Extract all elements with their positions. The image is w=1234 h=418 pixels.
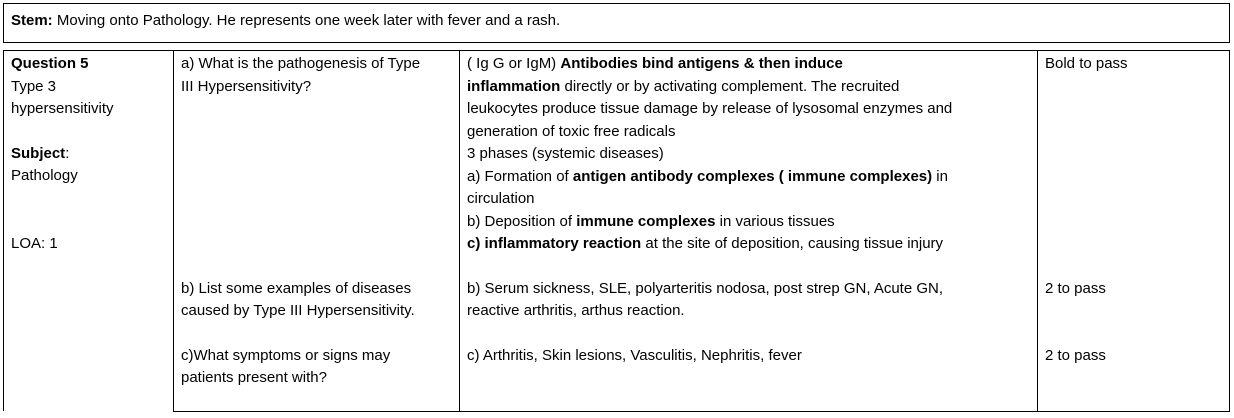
pass-c-cell: 2 to pass	[1036, 344, 1231, 412]
question-b-line-2: caused by Type III Hypersensitivity.	[181, 302, 415, 319]
question-c-line-2: patients present with?	[181, 369, 327, 386]
question-b-cell: b) List some examples of diseases caused…	[173, 277, 460, 345]
answer-a-line-3: leukocytes produce tissue damage by rele…	[467, 100, 953, 117]
answer-a-line-5: 3 phases (systemic diseases)	[467, 145, 664, 162]
subject-label: Subject	[11, 144, 66, 162]
answer-b-line-1: b) Serum sickness, SLE, polyarteritis no…	[467, 279, 944, 297]
question-table: Stem: Moving onto Pathology. He represen…	[2, 3, 1231, 412]
answer-c-line-1: c) Arthritis, Skin lesions, Vasculitis, …	[467, 346, 802, 364]
answer-a-line-7: circulation	[467, 190, 535, 207]
answer-a-line-2: inflammation directly or by activating c…	[467, 77, 900, 95]
question-b-line-1: b) List some examples of diseases	[181, 279, 412, 297]
subject-value: Pathology	[11, 167, 78, 184]
question-a-line-1: a) What is the pathogenesis of Type	[181, 55, 421, 72]
answer-a-line-4: generation of toxic free radicals	[467, 122, 676, 140]
stem-label: Stem:	[11, 12, 53, 29]
answer-b-cell: b) Serum sickness, SLE, polyarteritis no…	[459, 277, 1038, 345]
answer-b-line-2: reactive arthritis, arthus reaction.	[467, 302, 685, 319]
stem-row: Stem: Moving onto Pathology. He represen…	[2, 3, 1231, 43]
question-row-c: c)What symptoms or signs may patients pr…	[4, 344, 1231, 412]
question-number: Question 5	[11, 55, 89, 72]
answer-c-cell: c) Arthritis, Skin lesions, Vasculitis, …	[459, 344, 1038, 412]
question-c-line-1: c)What symptoms or signs may	[181, 346, 391, 364]
question-c-cell: c)What symptoms or signs may patients pr…	[173, 344, 460, 412]
question-row-a: Question 5 Type 3 hypersensitivity Subje…	[3, 50, 1231, 411]
stem-text: Moving onto Pathology. He represents one…	[52, 12, 561, 29]
subject-colon: :	[65, 144, 70, 162]
pass-b-cell: 2 to pass	[1036, 277, 1231, 345]
answer-a-line-1: ( Ig G or IgM) Antibodies bind antigens …	[467, 55, 843, 72]
question-a-line-2: III Hypersensitivity?	[181, 77, 312, 95]
topic-line-1: Type 3	[11, 77, 57, 95]
answer-a-line-9: c) inflammatory reaction at the site of …	[467, 235, 944, 252]
subject-heading: Subject:	[11, 143, 166, 166]
question-a-cell: a) What is the pathogenesis of Type III …	[173, 50, 460, 278]
question-row-b: b) List some examples of diseases caused…	[4, 277, 1231, 345]
question-info-cell: Question 5 Type 3 hypersensitivity Subje…	[3, 50, 174, 411]
loa-label: LOA: 1	[11, 234, 58, 252]
pass-a-cell: Bold to pass	[1036, 50, 1231, 278]
answer-a-cell: ( Ig G or IgM) Antibodies bind antigens …	[459, 50, 1038, 278]
answer-a-line-6: a) Formation of antigen antibody complex…	[467, 167, 948, 185]
stem-cell: Stem: Moving onto Pathology. He represen…	[2, 3, 1231, 43]
answer-a-line-8: b) Deposition of immune complexes in var…	[467, 212, 835, 230]
topic-line-2: hypersensitivity	[11, 100, 114, 117]
